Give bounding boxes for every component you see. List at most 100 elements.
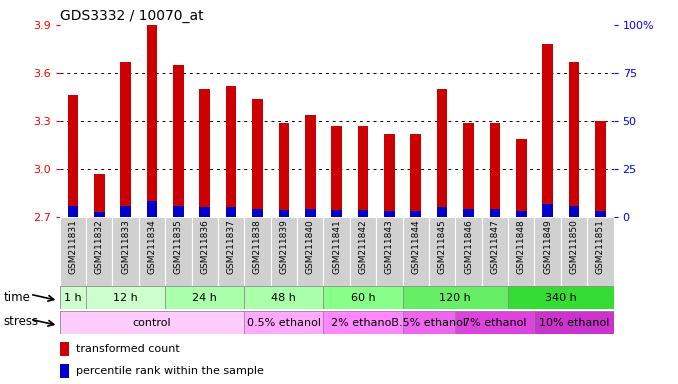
Text: GSM211840: GSM211840 <box>306 219 315 274</box>
Bar <box>332 210 342 217</box>
FancyBboxPatch shape <box>323 311 403 334</box>
Bar <box>384 134 395 217</box>
FancyBboxPatch shape <box>403 217 429 286</box>
Text: stress: stress <box>3 315 39 328</box>
Text: GSM211837: GSM211837 <box>226 219 236 274</box>
Text: 48 h: 48 h <box>271 293 296 303</box>
FancyBboxPatch shape <box>323 217 350 286</box>
FancyBboxPatch shape <box>86 286 165 309</box>
Text: GSM211842: GSM211842 <box>359 219 367 274</box>
Text: GSM211831: GSM211831 <box>68 219 77 274</box>
Text: GSM211850: GSM211850 <box>570 219 578 274</box>
Text: GSM211844: GSM211844 <box>412 219 420 274</box>
FancyBboxPatch shape <box>534 217 561 286</box>
Bar <box>569 62 579 217</box>
Bar <box>437 89 447 217</box>
Text: GSM211834: GSM211834 <box>148 219 157 274</box>
Bar <box>410 134 421 217</box>
FancyBboxPatch shape <box>481 217 508 286</box>
Bar <box>68 95 78 217</box>
Bar <box>226 86 237 217</box>
FancyBboxPatch shape <box>244 286 323 309</box>
Bar <box>252 99 263 217</box>
Bar <box>490 122 500 217</box>
FancyBboxPatch shape <box>456 217 481 286</box>
Text: GSM211841: GSM211841 <box>332 219 341 274</box>
Bar <box>173 65 184 217</box>
Bar <box>490 209 500 217</box>
FancyBboxPatch shape <box>587 217 614 286</box>
Text: control: control <box>133 318 172 328</box>
Text: GSM211836: GSM211836 <box>200 219 210 274</box>
Text: GSM211833: GSM211833 <box>121 219 130 274</box>
Text: GSM211848: GSM211848 <box>517 219 525 274</box>
Bar <box>384 211 395 217</box>
FancyBboxPatch shape <box>139 217 165 286</box>
Bar <box>120 207 131 217</box>
Bar <box>463 122 474 217</box>
Text: GSM211835: GSM211835 <box>174 219 183 274</box>
FancyBboxPatch shape <box>403 311 456 334</box>
Bar <box>94 174 104 217</box>
Bar <box>358 210 368 217</box>
FancyBboxPatch shape <box>244 311 323 334</box>
FancyBboxPatch shape <box>244 217 271 286</box>
Text: 24 h: 24 h <box>193 293 217 303</box>
Text: GSM211838: GSM211838 <box>253 219 262 274</box>
Text: GSM211847: GSM211847 <box>490 219 500 274</box>
FancyBboxPatch shape <box>60 217 86 286</box>
Bar <box>595 121 605 217</box>
Bar <box>120 62 131 217</box>
Bar <box>199 89 210 217</box>
Text: 340 h: 340 h <box>545 293 577 303</box>
Bar <box>60 364 68 378</box>
Text: 3.5% ethanol: 3.5% ethanol <box>392 318 466 328</box>
Bar <box>68 207 78 217</box>
Text: time: time <box>3 291 31 304</box>
FancyBboxPatch shape <box>456 311 534 334</box>
FancyBboxPatch shape <box>86 217 113 286</box>
Text: 10% ethanol: 10% ethanol <box>539 318 610 328</box>
Bar <box>146 201 157 217</box>
FancyBboxPatch shape <box>350 217 376 286</box>
Bar <box>252 209 263 217</box>
Text: percentile rank within the sample: percentile rank within the sample <box>77 366 264 376</box>
Text: 120 h: 120 h <box>439 293 471 303</box>
FancyBboxPatch shape <box>113 217 139 286</box>
Bar <box>542 44 553 217</box>
Text: GSM211843: GSM211843 <box>385 219 394 274</box>
Text: GSM211846: GSM211846 <box>464 219 473 274</box>
Text: 2% ethanol: 2% ethanol <box>332 318 395 328</box>
FancyBboxPatch shape <box>60 286 86 309</box>
FancyBboxPatch shape <box>508 286 614 309</box>
Bar <box>279 122 289 217</box>
FancyBboxPatch shape <box>165 286 244 309</box>
Bar <box>516 211 527 217</box>
Bar <box>358 126 368 217</box>
FancyBboxPatch shape <box>60 311 244 334</box>
Text: transformed count: transformed count <box>77 344 180 354</box>
Text: GSM211849: GSM211849 <box>543 219 552 274</box>
Bar <box>305 114 315 217</box>
Text: GSM211851: GSM211851 <box>596 219 605 274</box>
FancyBboxPatch shape <box>534 311 614 334</box>
FancyBboxPatch shape <box>218 217 244 286</box>
Bar <box>60 343 68 356</box>
FancyBboxPatch shape <box>165 217 192 286</box>
Bar <box>94 212 104 217</box>
Bar <box>305 209 315 217</box>
FancyBboxPatch shape <box>508 217 534 286</box>
Text: GSM211845: GSM211845 <box>437 219 447 274</box>
FancyBboxPatch shape <box>403 286 508 309</box>
FancyBboxPatch shape <box>271 217 297 286</box>
Bar <box>410 211 421 217</box>
Text: GSM211839: GSM211839 <box>279 219 288 274</box>
Bar <box>332 126 342 217</box>
Bar <box>595 211 605 217</box>
Bar <box>569 207 579 217</box>
Bar <box>279 210 289 217</box>
FancyBboxPatch shape <box>297 217 323 286</box>
Bar <box>437 207 447 217</box>
FancyBboxPatch shape <box>376 217 403 286</box>
Text: 12 h: 12 h <box>113 293 138 303</box>
